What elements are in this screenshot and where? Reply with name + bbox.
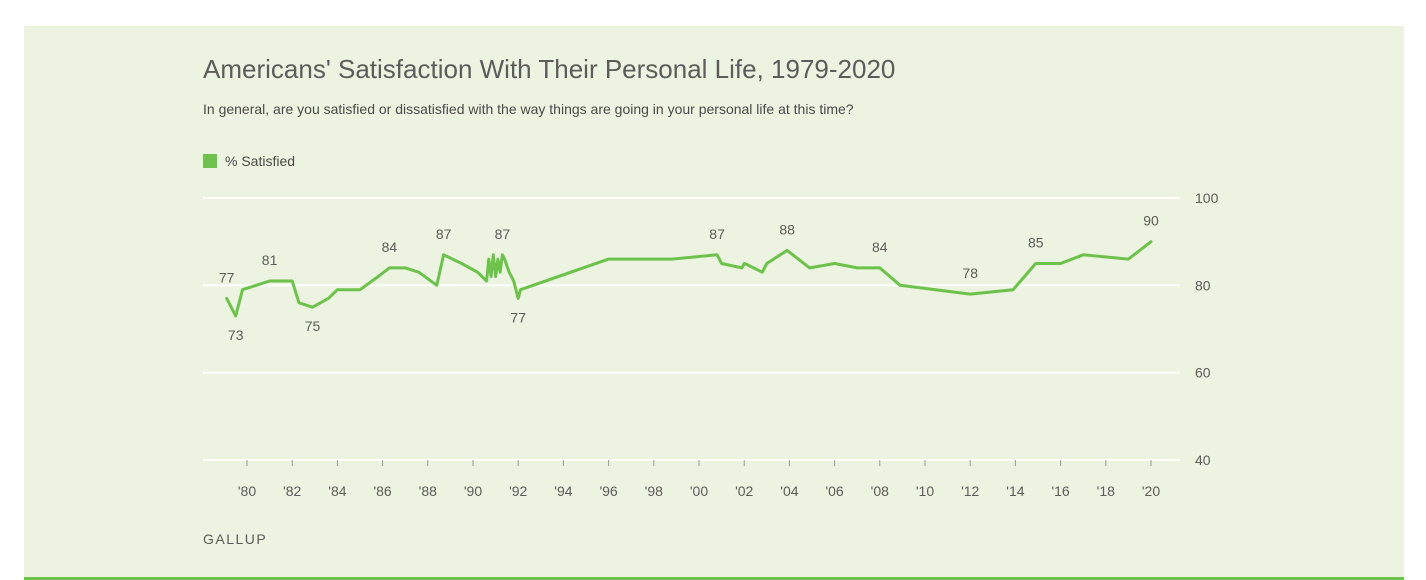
data-label-7: 77 [510, 309, 526, 325]
x-tick-label-1980: '80 [238, 483, 256, 499]
x-tick-label-2008: '08 [871, 483, 889, 499]
x-tick-label-1984: '84 [328, 483, 346, 499]
bottom-rule [24, 577, 1404, 580]
x-tick-label-2012: '12 [961, 483, 979, 499]
source-label: GALLUP [203, 531, 268, 547]
data-label-12: 85 [1028, 235, 1044, 251]
data-label-11: 78 [962, 265, 978, 281]
x-tick-label-2010: '10 [916, 483, 934, 499]
data-label-13: 90 [1143, 213, 1159, 229]
chart-title: Americans' Satisfaction With Their Perso… [203, 54, 896, 84]
chart-panel [24, 26, 1404, 578]
x-tick-label-2014: '14 [1006, 483, 1024, 499]
y-tick-label-60: 60 [1195, 365, 1211, 381]
x-tick-label-2018: '18 [1097, 483, 1115, 499]
data-label-9: 88 [779, 221, 795, 237]
data-label-4: 84 [382, 239, 398, 255]
data-label-1: 73 [228, 327, 244, 343]
series-line-satisfied [225, 240, 1153, 318]
x-tick-label-2004: '04 [780, 483, 798, 499]
x-tick-label-1990: '90 [464, 483, 482, 499]
data-label-8: 87 [709, 226, 725, 242]
x-tick-label-2002: '02 [735, 483, 753, 499]
data-label-0: 77 [219, 269, 235, 285]
legend-swatch [203, 154, 217, 168]
x-tick-label-2006: '06 [825, 483, 843, 499]
legend-label: % Satisfied [225, 153, 296, 169]
x-tick-label-1986: '86 [373, 483, 391, 499]
legend: % Satisfied [203, 153, 295, 169]
x-tick-label-2000: '00 [690, 483, 708, 499]
data-label-6: 87 [495, 226, 511, 242]
x-tick-label-2020: '20 [1142, 483, 1160, 499]
data-label-3: 75 [305, 318, 321, 334]
x-tick-label-1996: '96 [599, 483, 617, 499]
y-tick-label-40: 40 [1195, 452, 1211, 468]
data-label-10: 84 [872, 239, 888, 255]
x-tick-label-1994: '94 [554, 483, 572, 499]
x-tick-label-1988: '88 [419, 483, 437, 499]
x-tick-label-1998: '98 [645, 483, 663, 499]
data-label-2: 81 [262, 252, 278, 268]
data-label-5: 87 [436, 226, 452, 242]
chart-subtitle: In general, are you satisfied or dissati… [203, 101, 854, 117]
x-tick-label-2016: '16 [1051, 483, 1069, 499]
x-tick-label-1982: '82 [283, 483, 301, 499]
y-tick-label-80: 80 [1195, 277, 1211, 293]
y-tick-label-100: 100 [1195, 190, 1219, 206]
x-tick-label-1992: '92 [509, 483, 527, 499]
